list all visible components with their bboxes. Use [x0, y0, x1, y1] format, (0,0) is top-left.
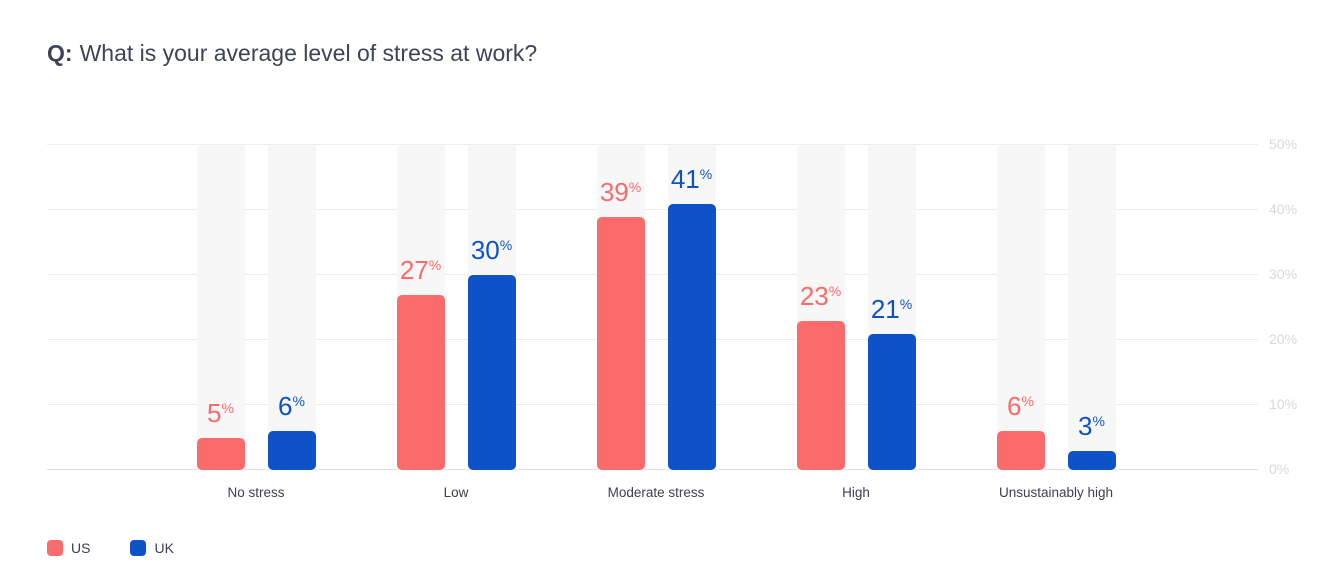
category-label: Moderate stress [607, 485, 705, 500]
value-label: 39% [600, 179, 641, 209]
us-bar [996, 431, 1045, 470]
value-label: 6% [278, 393, 305, 423]
us-bar [396, 294, 445, 470]
legend: US UK [47, 540, 174, 556]
value-label: 23% [800, 283, 841, 313]
uk-bar [267, 431, 316, 470]
value-number: 5 [207, 397, 222, 428]
gridline [47, 209, 1258, 210]
value-label: 21% [871, 296, 912, 326]
value-suffix: % [899, 295, 913, 312]
bar-track [267, 146, 316, 470]
bar-chart: 0% 10% 20% 30% 40% 50% 5% 6% No stress 27% 30% Low 3… [47, 136, 1297, 500]
y-axis-label: 40% [1269, 201, 1298, 217]
y-axis-label: 30% [1269, 266, 1298, 282]
value-suffix: % [628, 178, 642, 195]
value-number: 23 [799, 280, 829, 311]
gridline [47, 339, 1258, 340]
gridline [47, 404, 1258, 405]
value-number: 3 [1078, 410, 1093, 441]
uk-bar [467, 275, 516, 470]
uk-bar [1067, 450, 1116, 470]
value-number: 27 [399, 254, 429, 285]
bar-track [196, 146, 245, 470]
value-suffix: % [699, 165, 713, 182]
value-label: 30% [471, 237, 512, 267]
value-number: 41 [670, 163, 700, 194]
y-axis-label: 10% [1269, 396, 1298, 412]
value-suffix: % [1021, 393, 1034, 409]
y-axis-label: 0% [1269, 461, 1290, 477]
us-bar [196, 437, 245, 470]
question-text: What is your average level of stress at … [79, 40, 538, 66]
uk-bar [667, 203, 716, 470]
legend-label: US [71, 540, 91, 556]
value-number: 39 [599, 176, 629, 207]
legend-label: UK [154, 540, 174, 556]
value-number: 21 [870, 293, 900, 324]
value-suffix: % [828, 282, 842, 299]
value-suffix: % [1092, 412, 1105, 429]
category-label: High [842, 485, 870, 500]
y-axis-label: 20% [1269, 331, 1298, 347]
bar-track [996, 146, 1045, 470]
value-suffix: % [292, 393, 305, 409]
value-suffix: % [221, 399, 234, 416]
value-label: 6% [1007, 393, 1034, 423]
page-title: Q: What is your average level of stress a… [47, 38, 537, 68]
legend-item-us[interactable]: US [47, 540, 90, 556]
value-suffix: % [499, 237, 513, 253]
y-axis-label: 50% [1269, 136, 1298, 152]
gridline [47, 469, 1258, 470]
value-suffix: % [428, 256, 442, 273]
us-bar [796, 320, 845, 470]
value-label: 3% [1078, 413, 1105, 443]
category-label: Unsustainably high [998, 485, 1114, 500]
legend-item-uk[interactable]: UK [130, 540, 174, 556]
category-label: Low [443, 485, 469, 500]
category-label: No stress [227, 485, 285, 500]
us-legend-swatch [47, 540, 63, 556]
gridline [47, 274, 1258, 275]
value-label: 5% [207, 400, 234, 430]
gridline [47, 144, 1258, 145]
value-number: 30 [470, 235, 500, 265]
question-prefix: Q: [47, 40, 73, 66]
value-label: 27% [400, 257, 441, 287]
value-number: 6 [278, 391, 293, 421]
uk-legend-swatch [130, 540, 147, 556]
us-bar [596, 216, 645, 470]
bar-track [1067, 146, 1116, 470]
value-label: 41% [671, 166, 712, 196]
uk-bar [867, 333, 916, 470]
value-number: 6 [1007, 391, 1022, 421]
